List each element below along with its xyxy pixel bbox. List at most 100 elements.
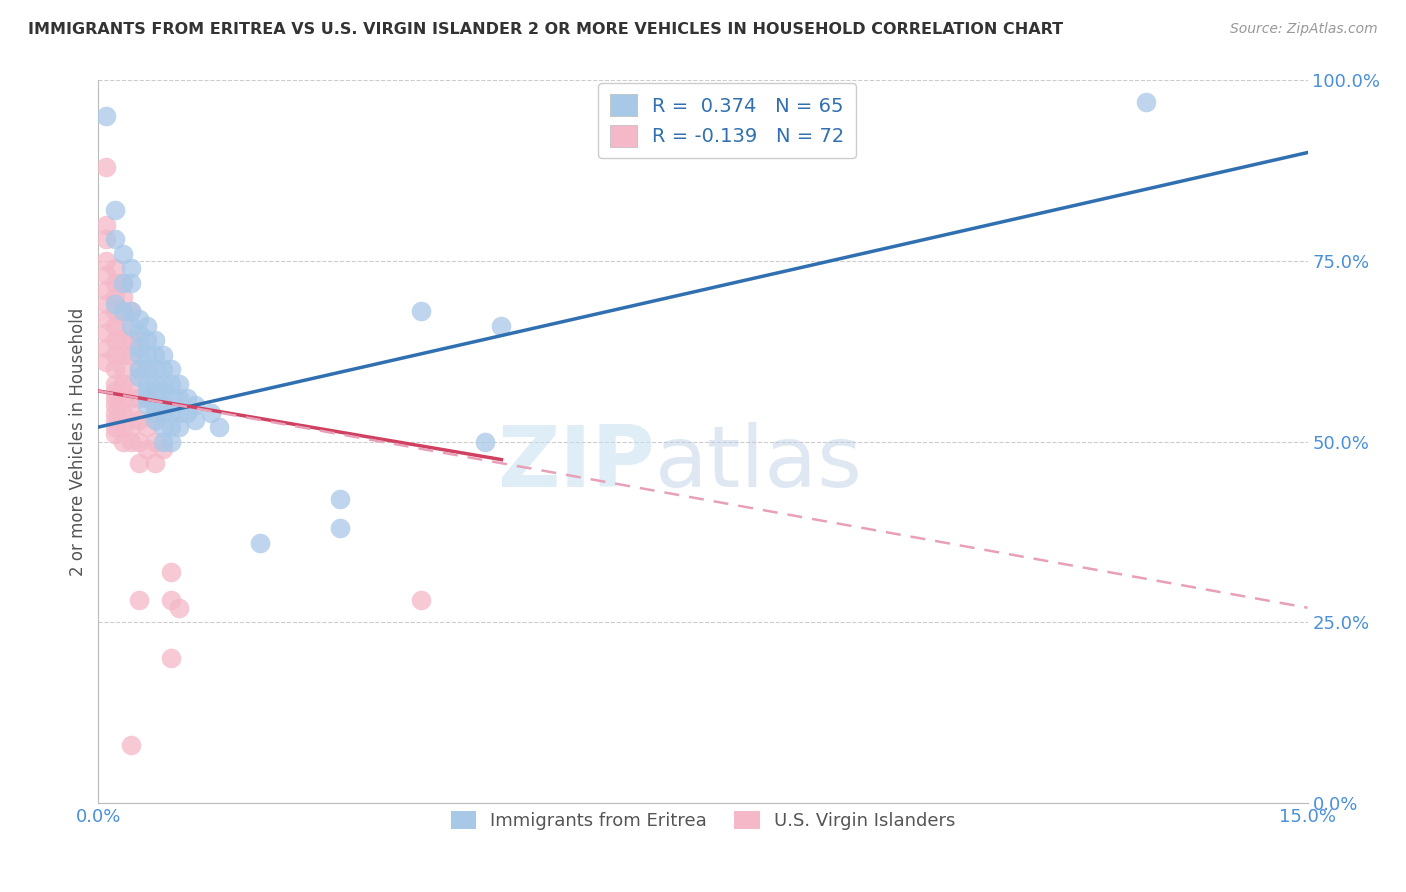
Point bbox=[160, 434, 183, 449]
Point bbox=[135, 318, 157, 333]
Point bbox=[143, 362, 166, 376]
Point bbox=[135, 362, 157, 376]
Point bbox=[135, 384, 157, 398]
Point bbox=[103, 391, 125, 405]
Point bbox=[111, 276, 134, 290]
Point bbox=[111, 290, 134, 304]
Point bbox=[103, 348, 125, 362]
Point bbox=[160, 420, 183, 434]
Point bbox=[152, 434, 174, 449]
Point bbox=[160, 406, 183, 420]
Point bbox=[96, 326, 118, 340]
Point bbox=[167, 600, 190, 615]
Point bbox=[111, 304, 134, 318]
Point bbox=[143, 376, 166, 391]
Point bbox=[103, 304, 125, 318]
Point bbox=[96, 311, 118, 326]
Point bbox=[176, 391, 198, 405]
Point bbox=[143, 413, 166, 427]
Point bbox=[111, 304, 134, 318]
Point bbox=[249, 535, 271, 549]
Point bbox=[184, 398, 207, 412]
Point bbox=[111, 318, 134, 333]
Point bbox=[409, 593, 432, 607]
Point bbox=[111, 246, 134, 260]
Text: ZIP: ZIP bbox=[496, 422, 655, 505]
Point bbox=[135, 376, 157, 391]
Point bbox=[167, 406, 190, 420]
Point bbox=[103, 406, 125, 420]
Point bbox=[128, 341, 150, 355]
Point bbox=[135, 334, 157, 348]
Point bbox=[167, 391, 190, 405]
Point bbox=[96, 355, 118, 369]
Point bbox=[184, 413, 207, 427]
Point bbox=[96, 218, 118, 232]
Point bbox=[152, 406, 174, 420]
Point bbox=[111, 391, 134, 405]
Text: atlas: atlas bbox=[655, 422, 863, 505]
Point bbox=[135, 398, 157, 412]
Point bbox=[111, 334, 134, 348]
Point bbox=[103, 297, 125, 311]
Point bbox=[143, 384, 166, 398]
Point bbox=[103, 276, 125, 290]
Point bbox=[103, 413, 125, 427]
Point bbox=[152, 362, 174, 376]
Point bbox=[143, 384, 166, 398]
Point bbox=[96, 341, 118, 355]
Point bbox=[143, 398, 166, 412]
Point bbox=[111, 420, 134, 434]
Point bbox=[135, 442, 157, 456]
Point bbox=[96, 253, 118, 268]
Point bbox=[208, 420, 231, 434]
Point bbox=[120, 406, 142, 420]
Point bbox=[491, 318, 513, 333]
Point bbox=[135, 362, 157, 376]
Point bbox=[329, 521, 352, 535]
Point bbox=[160, 593, 183, 607]
Point bbox=[96, 232, 118, 246]
Point bbox=[167, 376, 190, 391]
Point bbox=[128, 362, 150, 376]
Point bbox=[143, 334, 166, 348]
Point bbox=[103, 420, 125, 434]
Point bbox=[103, 261, 125, 276]
Point bbox=[160, 565, 183, 579]
Point bbox=[135, 348, 157, 362]
Point bbox=[128, 434, 150, 449]
Point bbox=[143, 413, 166, 427]
Point bbox=[111, 276, 134, 290]
Point bbox=[152, 406, 174, 420]
Point bbox=[152, 442, 174, 456]
Point bbox=[96, 110, 118, 124]
Point bbox=[167, 420, 190, 434]
Point bbox=[120, 334, 142, 348]
Point bbox=[128, 413, 150, 427]
Point bbox=[128, 369, 150, 384]
Point bbox=[111, 376, 134, 391]
Point bbox=[160, 376, 183, 391]
Point bbox=[128, 348, 150, 362]
Text: IMMIGRANTS FROM ERITREA VS U.S. VIRGIN ISLANDER 2 OR MORE VEHICLES IN HOUSEHOLD : IMMIGRANTS FROM ERITREA VS U.S. VIRGIN I… bbox=[28, 22, 1063, 37]
Point bbox=[96, 268, 118, 283]
Point bbox=[111, 348, 134, 362]
Point bbox=[103, 427, 125, 442]
Point bbox=[120, 420, 142, 434]
Point bbox=[120, 391, 142, 405]
Point bbox=[128, 456, 150, 470]
Point bbox=[135, 391, 157, 405]
Point bbox=[120, 304, 142, 318]
Point bbox=[160, 651, 183, 665]
Point bbox=[152, 384, 174, 398]
Point bbox=[176, 406, 198, 420]
Point bbox=[128, 593, 150, 607]
Legend: Immigrants from Eritrea, U.S. Virgin Islanders: Immigrants from Eritrea, U.S. Virgin Isl… bbox=[443, 804, 963, 837]
Point bbox=[96, 297, 118, 311]
Point bbox=[128, 311, 150, 326]
Point bbox=[120, 261, 142, 276]
Point bbox=[474, 434, 496, 449]
Point bbox=[152, 398, 174, 412]
Point bbox=[120, 738, 142, 752]
Point bbox=[143, 348, 166, 362]
